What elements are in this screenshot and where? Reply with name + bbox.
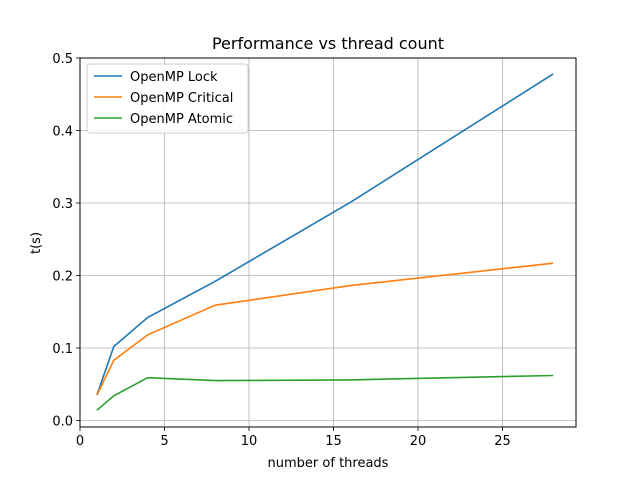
y-tick-label: 0.4: [52, 124, 73, 139]
x-tick-label: 10: [241, 434, 258, 449]
y-tick-label: 0.3: [52, 197, 73, 212]
y-tick-label: 0.1: [52, 342, 73, 357]
series-lines: [96, 73, 554, 411]
x-tick-label: 15: [325, 434, 342, 449]
axis-ticks: 0 5 10 15 20 25 0.0 0.1 0.2 0.3 0.4 0.5: [52, 52, 510, 449]
y-axis-title: t(s): [29, 232, 44, 254]
x-tick-label: 0: [76, 434, 84, 449]
x-tick-label: 25: [494, 434, 511, 449]
y-tick-label: 0.5: [52, 52, 73, 67]
x-tick-label: 5: [160, 434, 168, 449]
x-tick-label: 20: [410, 434, 427, 449]
legend-box: [86, 63, 249, 134]
series-line-openmp-lock: [96, 73, 554, 396]
legend-label: OpenMP Critical: [130, 91, 233, 106]
y-tick-label: 0.0: [52, 414, 73, 429]
legend-label: OpenMP Atomic: [130, 112, 233, 127]
y-tick-label: 0.2: [52, 269, 73, 284]
plot-frame: [79, 57, 577, 428]
series-line-openmp-critical: [96, 262, 554, 396]
x-axis-title: number of threads: [268, 456, 389, 471]
series-line-openmp-atomic: [96, 374, 554, 411]
chart-title: Performance vs thread count: [212, 34, 444, 53]
legend-label: OpenMP Lock: [130, 70, 218, 85]
legend: OpenMP Lock OpenMP Critical OpenMP Atomic: [86, 63, 249, 134]
